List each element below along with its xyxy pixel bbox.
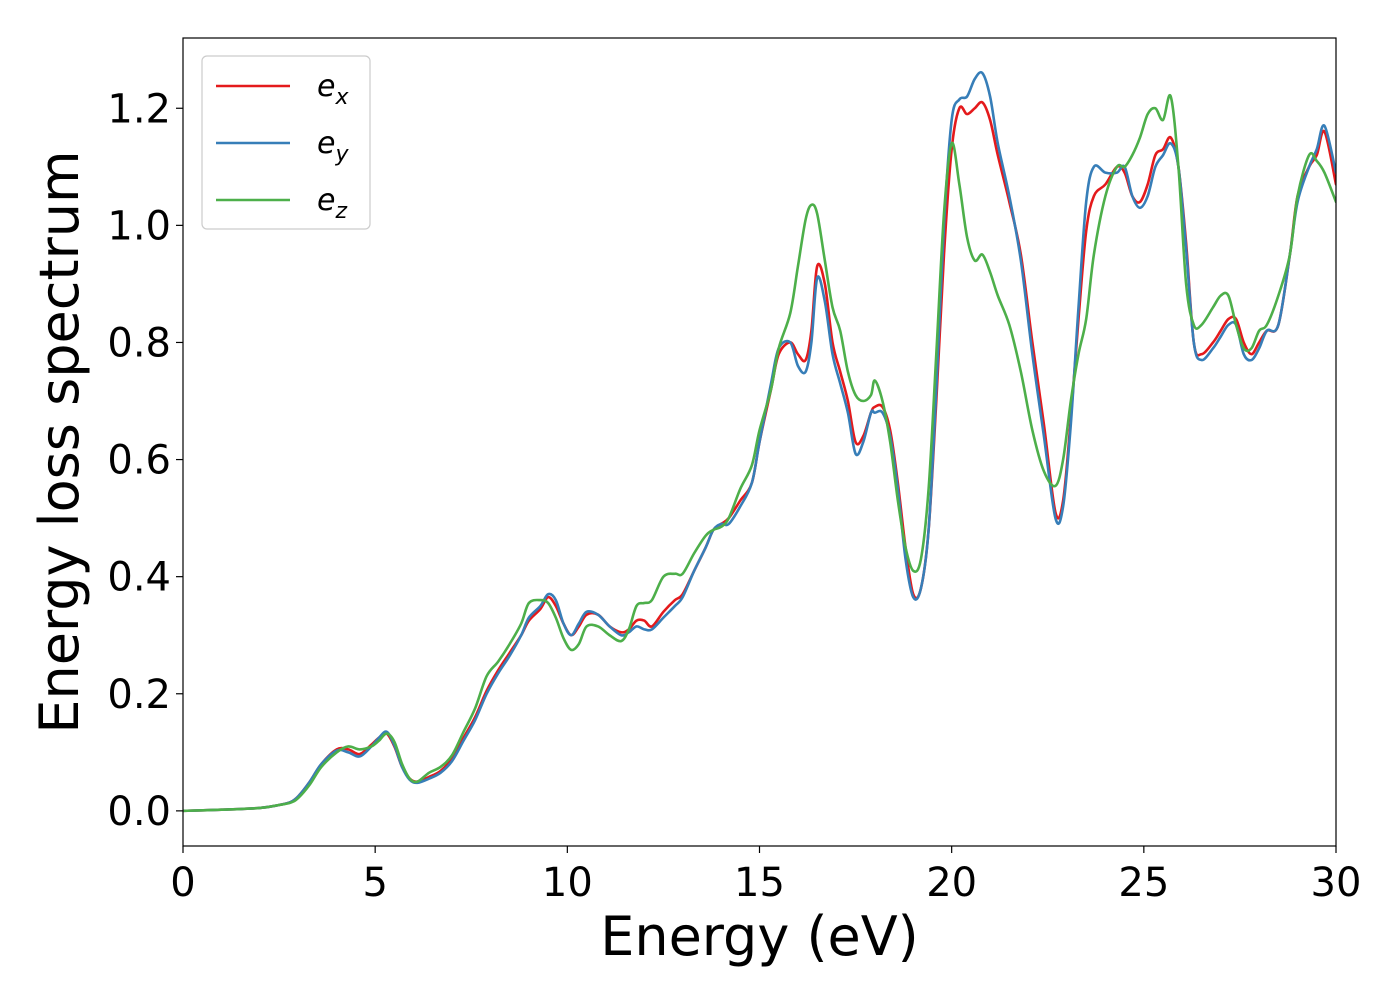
x-tick-label: 25 [1118, 860, 1169, 906]
x-axis: 0 5 10 15 20 25 30 [170, 846, 1361, 906]
x-tick-label: 20 [926, 860, 977, 906]
legend-label-y: ey [317, 126, 349, 167]
legend-label-x: ex [317, 69, 349, 110]
y-tick-label: 1.0 [107, 203, 171, 249]
legend-label-z: ez [317, 183, 347, 224]
x-tick-label: 10 [542, 860, 593, 906]
x-tick-label: 30 [1311, 860, 1362, 906]
x-tick-label: 5 [362, 860, 387, 906]
y-tick-label: 0.4 [107, 555, 171, 601]
series-line-z [183, 93, 1336, 813]
y-tick-label: 0.0 [107, 789, 171, 835]
y-axis-label: Energy loss spectrum [28, 150, 91, 733]
y-tick-label: 0.6 [107, 438, 171, 484]
series-line-y [183, 70, 1336, 813]
x-tick-label: 15 [734, 860, 785, 906]
y-tick-label: 1.2 [107, 86, 171, 132]
series-line-x [183, 100, 1336, 813]
y-axis: 0.0 0.2 0.4 0.6 0.8 1.0 1.2 [107, 86, 183, 835]
x-axis-label: Energy (eV) [600, 905, 919, 968]
y-tick-label: 0.8 [107, 320, 171, 366]
legend: ex ey ez [201, 55, 371, 230]
y-tick-label: 0.2 [107, 672, 171, 718]
series-layer [183, 70, 1336, 813]
x-tick-label: 0 [170, 860, 195, 906]
